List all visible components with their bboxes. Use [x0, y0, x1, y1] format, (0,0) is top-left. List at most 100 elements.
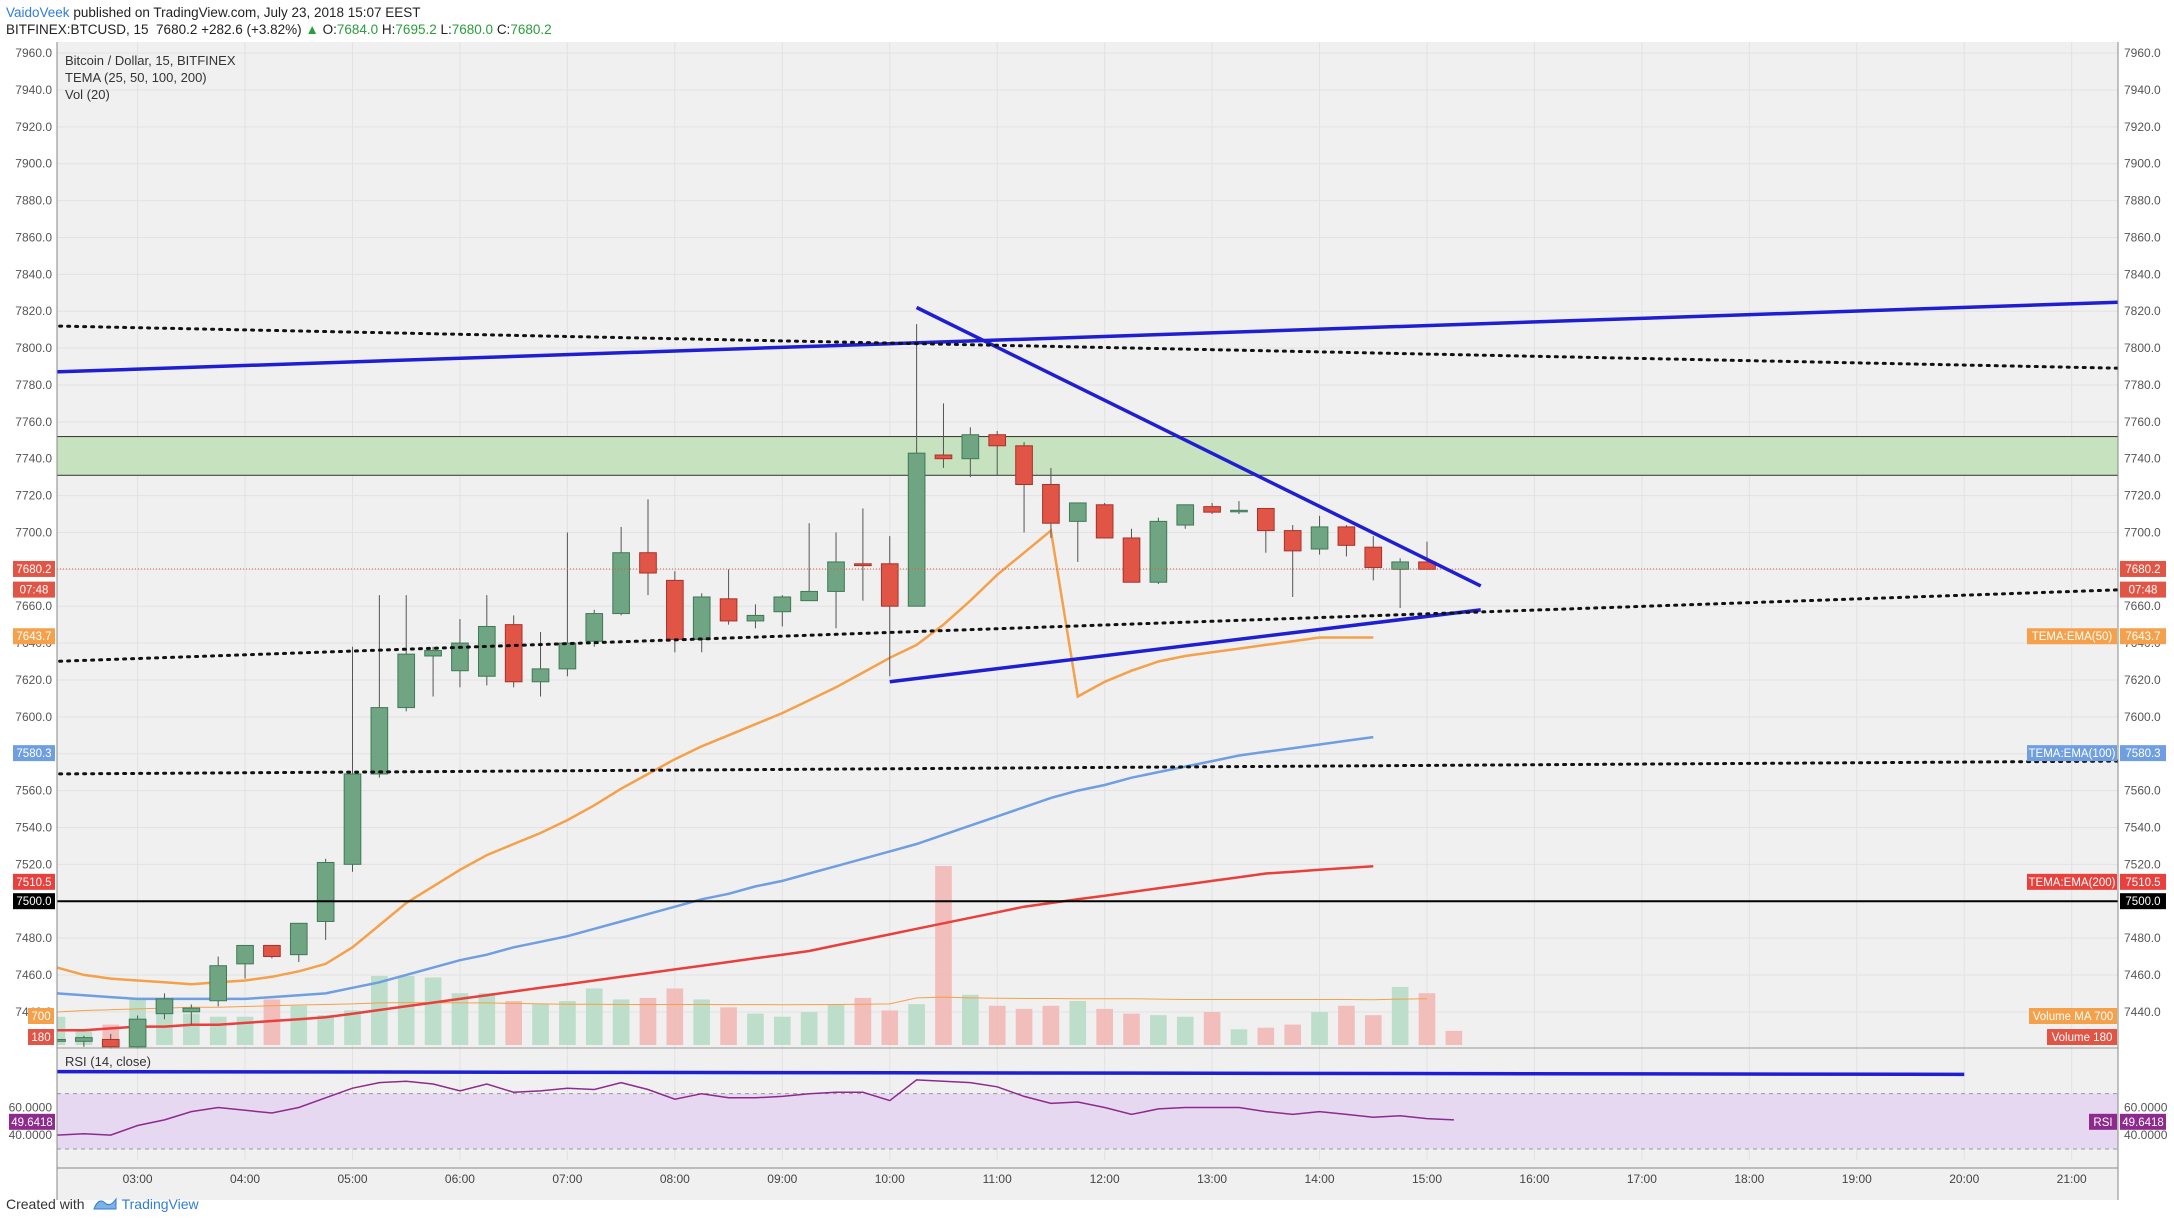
- publish-info: published on TradingView.com, July 23, 2…: [73, 5, 421, 20]
- left-price-tag: 7510.5: [16, 877, 51, 889]
- volume-bar: [1203, 1012, 1221, 1045]
- candle-body: [827, 561, 845, 592]
- candle-body: [1095, 504, 1114, 539]
- candle-body: [934, 454, 953, 460]
- volume-bar: [1069, 1001, 1087, 1045]
- candle-body: [370, 707, 389, 775]
- volume-tag-right-bg: [2047, 1029, 2117, 1045]
- candle-body: [1230, 509, 1248, 513]
- candles: [48, 324, 1436, 1049]
- candle-body: [719, 598, 738, 622]
- y-tick-label-right: 7700.0: [2124, 525, 2161, 539]
- volume-bar: [988, 1005, 1006, 1045]
- candle-body: [692, 596, 711, 640]
- volume-bar: [747, 1013, 764, 1045]
- volume-ma-line: [56, 996, 1428, 1013]
- candle-body: [504, 624, 523, 683]
- legend-rsi[interactable]: RSI (14, close): [65, 1054, 151, 1069]
- change-arrow-icon: ▲: [305, 22, 319, 37]
- volume-tag-left: 180: [31, 1032, 50, 1044]
- dotted-trendline: [50, 324, 2127, 370]
- y-tick-label-left: 7900.0: [15, 157, 52, 171]
- y-tick-label-left: 7740.0: [15, 452, 52, 466]
- price-tags: 7680.2 7680.2 07:48 07:48 7643.7 7643.7 7580.3…: [9, 560, 2166, 1130]
- symbol-label: BITFINEX:BTCUSD, 15: [6, 22, 149, 37]
- volume-bar: [236, 1016, 254, 1045]
- volume-bar: [854, 997, 872, 1045]
- volume-bar: [1176, 1016, 1194, 1045]
- footer: Created with TradingView: [6, 1196, 199, 1212]
- left-price-tag-bg: [13, 893, 55, 910]
- tradingview-link[interactable]: TradingView: [92, 1196, 199, 1212]
- candle-body: [639, 552, 657, 574]
- x-tick-label: 10:00: [875, 1172, 905, 1186]
- x-tick-label: 17:00: [1627, 1172, 1657, 1186]
- rsi-tag-right-bg: [2120, 1113, 2166, 1130]
- y-tick-label-right: 7900.0: [2124, 157, 2161, 171]
- y-tick-label-right: 7480.0: [2124, 931, 2161, 945]
- legend-title: Bitcoin / Dollar, 15, BITFINEX: [65, 53, 236, 68]
- candle-body: [1364, 546, 1383, 568]
- volume-bar: [1042, 1005, 1060, 1045]
- x-tick-label: 11:00: [983, 1172, 1012, 1186]
- volume-bar: [1015, 1008, 1033, 1045]
- candle-body: [666, 579, 684, 640]
- volume-bar: [532, 1004, 549, 1045]
- volume-ma-tag-left: 700: [31, 1011, 50, 1023]
- x-tick-label: 14:00: [1305, 1172, 1335, 1186]
- right-price-tag: 07:48: [2129, 585, 2158, 597]
- right-price-tag-bg: [2120, 893, 2166, 910]
- volume-bar: [559, 1001, 576, 1045]
- left-price-tag: 07:48: [20, 585, 49, 597]
- candle-body: [1283, 530, 1302, 552]
- legend-tema[interactable]: TEMA (25, 50, 100, 200): [65, 70, 207, 85]
- y-tick-label-right: 7520.0: [2124, 857, 2161, 871]
- volume-bar: [585, 988, 603, 1045]
- volume-bar: [397, 975, 415, 1045]
- left-axis-bg: [0, 42, 57, 1200]
- candle-body: [880, 563, 899, 607]
- x-tick-label: 07:00: [552, 1172, 582, 1186]
- grid: [57, 42, 2118, 1160]
- indicator-tag-bg: [2027, 873, 2117, 890]
- volume-bar: [424, 977, 442, 1045]
- volume-bar: [1338, 1005, 1355, 1045]
- rsi-tick-label-right: 60.0000: [2124, 1101, 2168, 1115]
- volume-bar: [827, 1004, 845, 1045]
- y-tick-label-left: 7540.0: [15, 820, 52, 834]
- rsi-tag-right: 49.6418: [2122, 1117, 2164, 1129]
- y-tick-label-right: 7720.0: [2124, 489, 2161, 503]
- low-label: L:: [440, 22, 452, 37]
- rsi-pane: [51, 1047, 2118, 1150]
- rsi-tag-name-bg: [2089, 1113, 2117, 1130]
- left-price-tag-bg: [13, 745, 55, 762]
- rsi-band: [57, 1093, 2118, 1149]
- y-tick-label-left: 7860.0: [15, 230, 52, 244]
- candle-body: [75, 1037, 93, 1042]
- volume-bars: [48, 865, 1463, 1045]
- volume-bar: [209, 1016, 227, 1045]
- candle-body: [1068, 502, 1087, 522]
- volume-bar: [1150, 1015, 1167, 1045]
- y-tick-label-left: 7760.0: [15, 415, 52, 429]
- y-tick-label-right: 7780.0: [2124, 378, 2161, 392]
- volume-bar: [693, 999, 711, 1045]
- legend-vol[interactable]: Vol (20): [65, 87, 110, 102]
- y-tick-label-left: 7520.0: [15, 857, 52, 871]
- y-tick-label-left: 7780.0: [15, 378, 52, 392]
- y-tick-label-left: 7660.0: [15, 599, 52, 613]
- y-tick-label-left: 7880.0: [15, 194, 52, 208]
- author-link[interactable]: VaidoVeek: [6, 5, 70, 20]
- x-tick-label: 08:00: [660, 1172, 690, 1186]
- open-value: 7684.0: [336, 22, 379, 37]
- candle-body: [1310, 526, 1329, 550]
- rsi-tick-label-right: 40.0000: [2124, 1128, 2168, 1142]
- last-price: 7680.2: [156, 22, 198, 37]
- y-tick-label-left: 7800.0: [15, 341, 52, 355]
- trendlines[interactable]: [50, 300, 2127, 903]
- x-tick-label: 09:00: [767, 1172, 797, 1186]
- volume-ma-tag-left-bg: [28, 1008, 54, 1024]
- candle-body: [263, 944, 281, 957]
- candle-body: [531, 668, 550, 683]
